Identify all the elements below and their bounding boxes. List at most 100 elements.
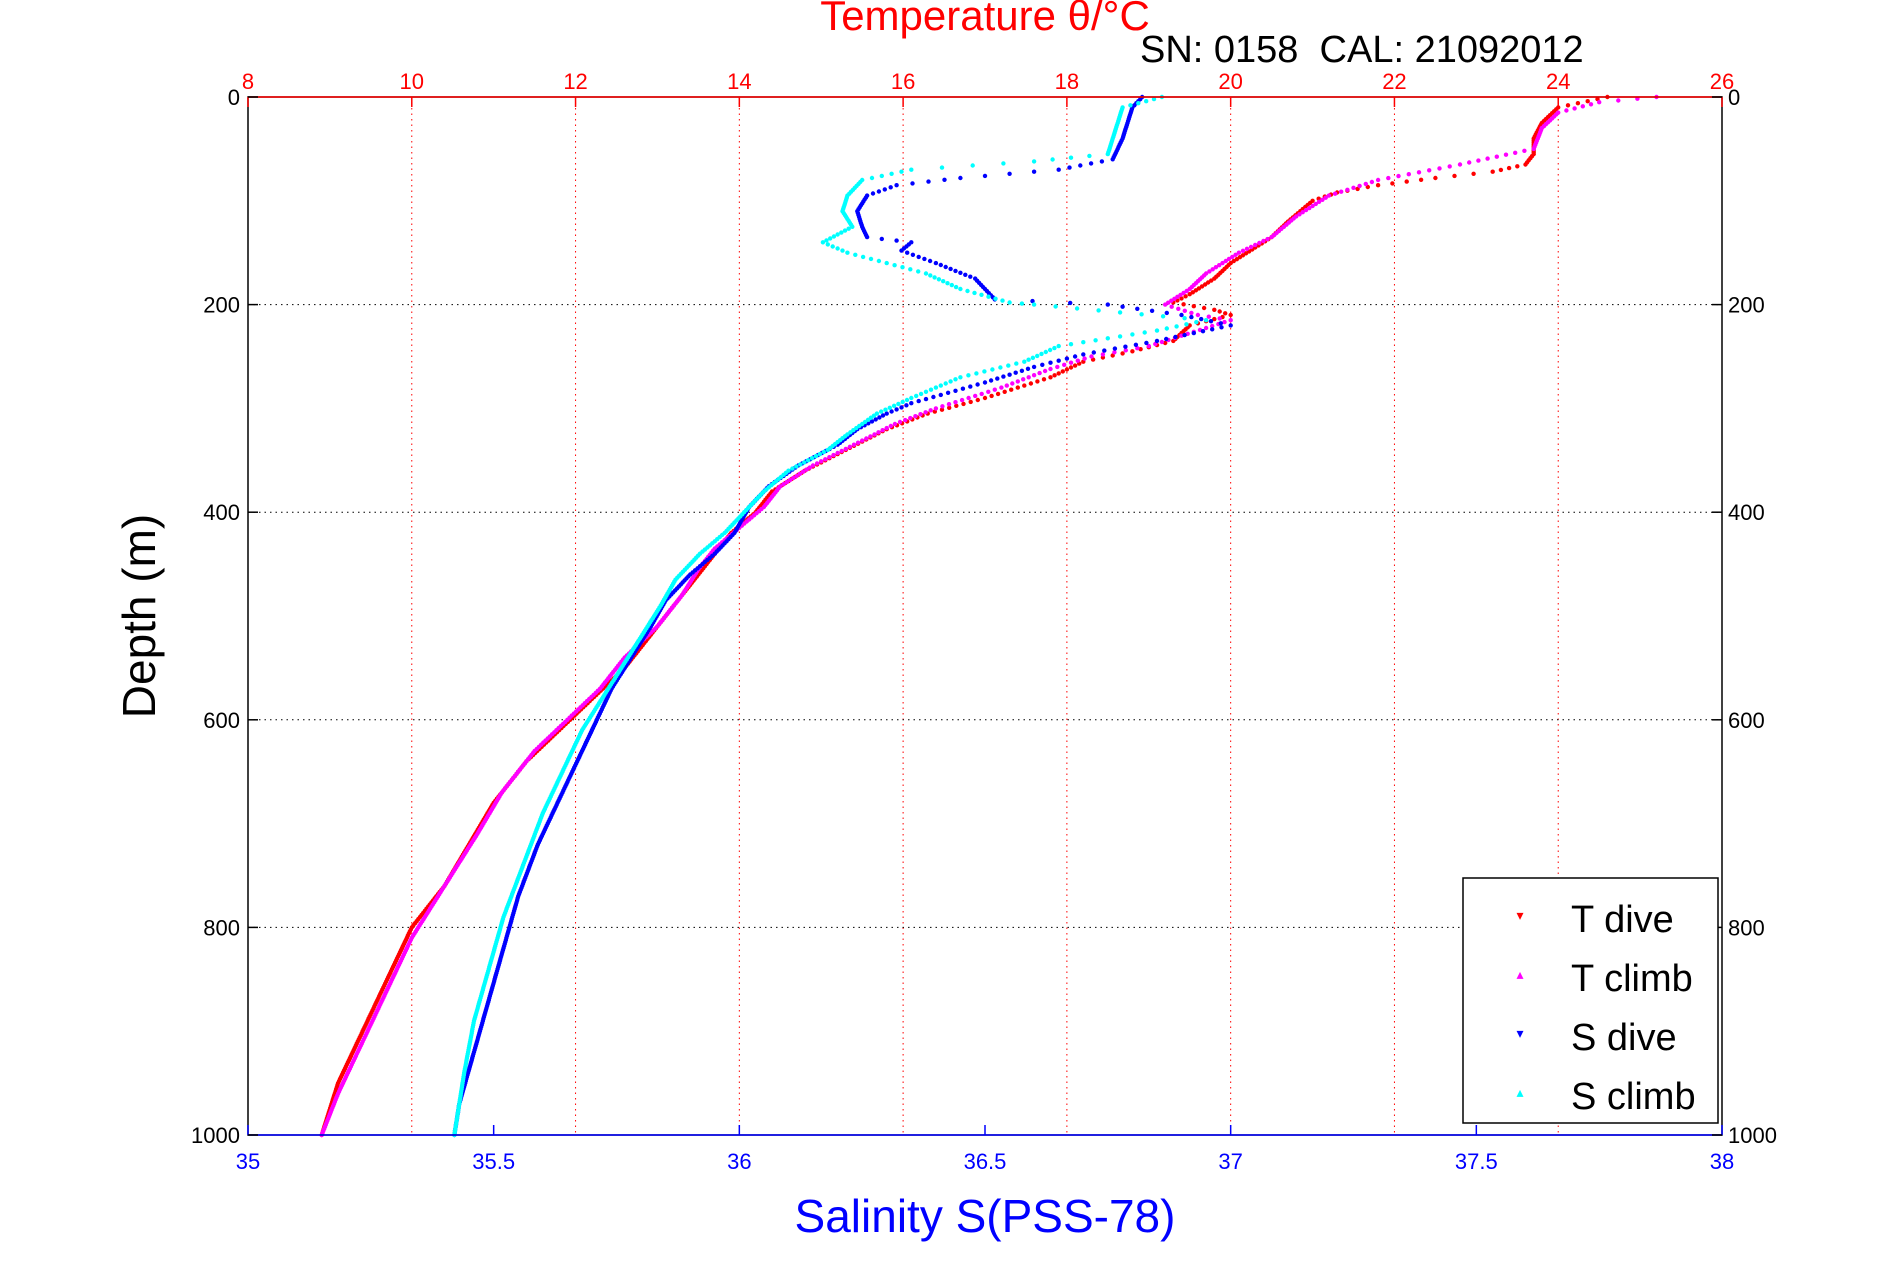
data-point [1176, 306, 1181, 311]
bottom-tick-label: 37 [1218, 1149, 1242, 1174]
data-point [926, 179, 931, 184]
data-point [1244, 246, 1250, 251]
data-point [1072, 354, 1078, 359]
data-point [1117, 310, 1123, 315]
data-point [953, 284, 959, 290]
data-point [798, 462, 803, 467]
data-point [1467, 160, 1472, 165]
data-point [908, 415, 913, 421]
data-point [1523, 162, 1528, 167]
data-point [1041, 377, 1047, 382]
data-point [891, 403, 897, 408]
data-point [1375, 183, 1381, 188]
data-point [1269, 234, 1274, 240]
data-point [1503, 152, 1509, 157]
data-point [914, 393, 919, 399]
data-point [787, 477, 793, 483]
data-point [1154, 328, 1160, 333]
data-point [1217, 263, 1222, 268]
data-point [1257, 240, 1262, 246]
data-point [1203, 318, 1209, 323]
data-point [1000, 298, 1005, 303]
data-point [876, 258, 882, 264]
data-point [1010, 381, 1015, 386]
data-point [1437, 166, 1442, 171]
data-point [979, 292, 984, 297]
data-point [1386, 175, 1391, 181]
data-point [1248, 244, 1254, 250]
data-point [1013, 370, 1018, 375]
data-point [1100, 355, 1106, 360]
data-point [965, 288, 970, 294]
data-point [958, 175, 963, 181]
data-point [1068, 365, 1074, 370]
data-point [948, 379, 953, 384]
data-point [825, 447, 830, 453]
data-point [1199, 316, 1204, 322]
data-point [892, 421, 898, 427]
data-point [801, 469, 806, 474]
legend-marker: ▴ [1516, 1085, 1523, 1101]
data-point [1261, 238, 1266, 244]
data-point [1053, 304, 1058, 309]
data-point [960, 386, 966, 391]
data-point [797, 471, 803, 476]
data-point [1179, 312, 1184, 318]
data-point [1139, 312, 1144, 317]
data-point [1183, 294, 1188, 299]
data-point [1396, 173, 1401, 179]
top-tick-label: 14 [727, 69, 751, 94]
data-point [1230, 254, 1235, 260]
data-point [1130, 332, 1135, 337]
data-point [910, 252, 916, 257]
data-point [943, 264, 948, 270]
depth-tick-label-right: 600 [1728, 708, 1765, 733]
data-point [942, 177, 947, 182]
data-point [1089, 354, 1094, 359]
data-point [880, 413, 886, 418]
chart-title: Temperature θ/°C [820, 0, 1150, 39]
bottom-tick-label: 37.5 [1455, 1149, 1498, 1174]
data-point [1182, 332, 1187, 338]
data-point [873, 417, 878, 422]
data-point [916, 254, 921, 260]
data-point [1316, 199, 1322, 204]
data-point [1123, 344, 1128, 349]
data-point [1203, 325, 1209, 331]
data-point [1217, 309, 1222, 314]
legend-label: S dive [1571, 1017, 1677, 1059]
bottom-tick-label: 36 [727, 1149, 751, 1174]
data-point [1019, 368, 1025, 373]
data-point [975, 397, 980, 403]
data-point [1375, 177, 1381, 183]
data-point [1597, 100, 1602, 105]
data-point [995, 391, 1001, 397]
data-point [1201, 305, 1207, 311]
data-point [1163, 340, 1168, 346]
data-point [933, 406, 939, 411]
data-point [1056, 371, 1061, 376]
data-point [1265, 236, 1270, 242]
data-point [1452, 173, 1457, 179]
data-point [1120, 304, 1125, 309]
data-point [1207, 269, 1212, 274]
data-point [1030, 355, 1036, 360]
data-point [1031, 373, 1037, 378]
data-point [1164, 326, 1170, 331]
data-point [784, 479, 789, 485]
data-point [1068, 300, 1073, 306]
data-point [1200, 329, 1206, 334]
data-point [939, 165, 945, 170]
depth-tick-label-left: 200 [203, 293, 240, 318]
data-point [961, 401, 966, 407]
data-point [847, 444, 853, 449]
data-point [933, 260, 939, 266]
data-point [938, 383, 943, 388]
data-point [1506, 165, 1512, 171]
data-point [831, 452, 836, 458]
data-point [1102, 348, 1107, 353]
data-point [813, 453, 819, 459]
data-point [988, 378, 994, 383]
data-point [1498, 167, 1504, 173]
data-point [1173, 334, 1178, 340]
